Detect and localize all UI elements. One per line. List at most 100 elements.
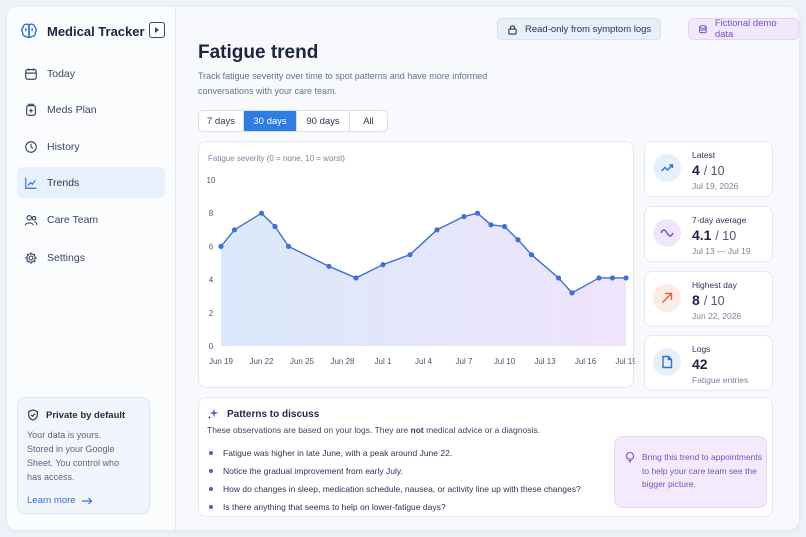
app-title: Medical Tracker	[47, 23, 145, 39]
stat-number: 8	[692, 292, 700, 308]
patterns-intro-emphasis: not	[410, 425, 424, 435]
data-point	[285, 243, 292, 249]
privacy-card-title: Private by default	[46, 409, 126, 421]
patterns-intro-text: medical advice or a diagnosis.	[423, 425, 540, 435]
page-subtitle: Track fatigue severity over time to spot…	[198, 71, 488, 96]
lock-icon	[508, 24, 517, 35]
patterns-intro: These observations are based on your log…	[207, 425, 540, 435]
stat-subtext: Jul 13 — Jul 19	[692, 246, 751, 256]
patterns-list: Fatigue was higher in late June, with a …	[209, 444, 581, 516]
list-item: Notice the gradual improvement from earl…	[209, 462, 581, 480]
range-30-days-button[interactable]: 30 days	[244, 111, 297, 131]
x-tick-label: Jul 1	[375, 357, 392, 366]
learn-more-link[interactable]: Learn more	[27, 495, 140, 506]
stat-icon-badge	[653, 284, 681, 312]
x-tick-label: Jul 16	[575, 357, 597, 366]
data-point	[609, 275, 616, 281]
x-tick-label: Jun 22	[249, 357, 274, 366]
stat-label: Highest day	[692, 280, 737, 290]
sidebar-item-care-team[interactable]: Care Team	[17, 204, 165, 235]
x-tick-label: Jun 25	[290, 357, 315, 366]
stat-latest-card: Latest 4 / 10 Jul 19, 2026	[644, 141, 773, 197]
arrow-up-right-icon	[662, 292, 673, 303]
sidebar-item-trends[interactable]: Trends	[17, 167, 165, 198]
sidebar-item-label: Meds Plan	[47, 103, 97, 116]
stat-number: 42	[692, 356, 708, 372]
data-point	[258, 210, 265, 216]
stat-label: Latest	[692, 150, 716, 160]
fatigue-chart-card: Fatigue severity (0 = none, 10 = worst) …	[198, 141, 635, 388]
x-tick-label: Jul 4	[415, 357, 432, 366]
data-point	[515, 237, 521, 243]
list-item: Fatigue was higher in late June, with a …	[209, 444, 581, 462]
data-point	[461, 213, 467, 220]
wave-icon	[660, 229, 674, 237]
stat-denominator: / 10	[715, 229, 737, 243]
sidebar-item-label: Today	[47, 67, 76, 80]
range-all-button[interactable]: All	[363, 115, 374, 127]
privacy-card: Private by default Your data is yours. S…	[17, 397, 150, 514]
readonly-badge-label: Read-only from symptom logs	[525, 23, 652, 35]
x-tick-label: Jun 19	[209, 357, 234, 366]
range-7-days-button[interactable]: 7 days	[199, 111, 244, 131]
stat-subtext: Fatigue entries	[692, 375, 749, 385]
stat-icon-badge	[653, 219, 681, 247]
data-point	[353, 275, 359, 281]
range-selector: 7 days 30 days 90 days All	[198, 110, 388, 132]
sidebar-item-history[interactable]: History	[17, 131, 165, 162]
data-point	[488, 222, 494, 228]
data-point	[218, 243, 224, 249]
sidebar-item-label: Settings	[47, 251, 85, 264]
data-point	[596, 275, 602, 281]
gear-icon	[25, 251, 37, 264]
x-tick-label: Jun 28	[330, 357, 355, 366]
range-90-days-button[interactable]: 90 days	[297, 111, 350, 131]
app-window: Medical Tracker Today Meds Plan History …	[7, 7, 799, 530]
sidebar-item-label: History	[47, 140, 80, 153]
stat-label: Logs	[692, 344, 711, 354]
stat-7-day-average-card: 7-day average 4.1 / 10 Jul 13 — Jul 19	[644, 206, 773, 262]
stat-value: 8 / 10	[692, 292, 725, 308]
page-title: Fatigue trend	[198, 42, 319, 63]
stat-icon-badge	[653, 348, 681, 376]
demo-data-badge: Fictional demo data	[688, 18, 799, 40]
sidebar: Medical Tracker Today Meds Plan History …	[7, 7, 176, 530]
stat-subtext: Jul 19, 2026	[692, 181, 739, 191]
sidebar-item-settings[interactable]: Settings	[17, 242, 165, 273]
stat-denominator: / 10	[703, 294, 725, 308]
demo-badge-label: Fictional demo data	[714, 18, 777, 40]
x-tick-label: Jul 7	[456, 357, 473, 366]
data-point	[501, 223, 508, 230]
x-tick-label: Jul 13	[534, 357, 556, 366]
data-point	[434, 227, 440, 233]
chart-y-axis-label: Fatigue severity (0 = none, 10 = worst)	[208, 154, 345, 163]
list-item: How do changes in sleep, medication sche…	[209, 480, 581, 498]
sidebar-item-meds-plan[interactable]: Meds Plan	[17, 94, 165, 125]
x-tick-label: Jul 19	[615, 357, 635, 366]
appointment-tip: Bring this trend to appointments to help…	[614, 436, 767, 508]
stat-logs-card: Logs 42 Fatigue entries	[644, 335, 773, 391]
document-icon	[662, 355, 673, 369]
arrow-right-icon	[81, 497, 92, 504]
stat-number: 4	[692, 162, 700, 178]
sparkles-icon	[207, 408, 219, 420]
data-point	[623, 275, 629, 281]
stat-value: 4.1 / 10	[692, 227, 736, 243]
brain-logo-icon	[21, 23, 37, 39]
fatigue-area	[221, 213, 626, 346]
y-tick-label: 8	[209, 209, 214, 218]
y-tick-label: 6	[209, 242, 214, 251]
privacy-card-body: Your data is yours. Stored in your Googl…	[27, 430, 120, 482]
database-icon	[699, 24, 707, 33]
stat-icon-badge	[653, 154, 681, 182]
appointment-tip-text: Bring this trend to appointments to help…	[642, 452, 763, 489]
line-chart-icon	[25, 177, 37, 189]
brand[interactable]: Medical Tracker	[20, 22, 145, 40]
data-point	[326, 263, 332, 269]
data-point	[231, 227, 238, 233]
collapse-sidebar-button[interactable]	[149, 22, 165, 38]
stat-label: 7-day average	[692, 215, 747, 225]
sidebar-item-today[interactable]: Today	[17, 58, 165, 89]
meds-plus-icon	[26, 103, 36, 116]
stat-highest-day-card: Highest day 8 / 10 Jun 22, 2026	[644, 271, 773, 327]
